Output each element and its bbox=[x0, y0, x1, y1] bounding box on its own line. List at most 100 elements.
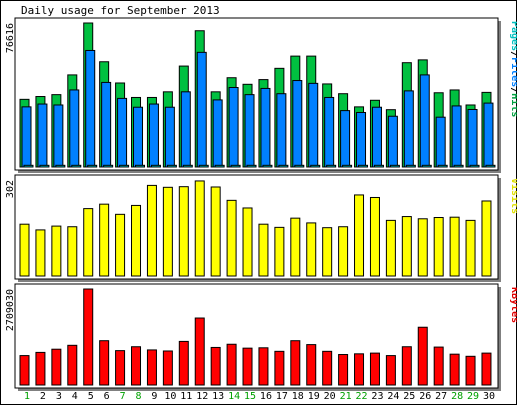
bar-pages-day-1 bbox=[23, 164, 34, 168]
bar-files-day-22 bbox=[356, 111, 367, 168]
bar-visits-day-7 bbox=[115, 213, 126, 277]
legend-visits: Visits bbox=[509, 178, 517, 214]
x-tick-label-day-2: 2 bbox=[40, 391, 46, 402]
x-tick-label-day-11: 11 bbox=[180, 391, 192, 402]
x-tick-label-day-14: 14 bbox=[228, 391, 240, 402]
x-tick-label-day-10: 10 bbox=[164, 391, 176, 402]
bar-pages-day-8 bbox=[135, 164, 146, 168]
bar-files-day-5 bbox=[85, 49, 96, 168]
bar-pages-day-5 bbox=[87, 164, 98, 168]
bar-files-day-11 bbox=[180, 91, 191, 168]
bar-files-day-8 bbox=[133, 106, 144, 168]
panel-frame bbox=[14, 283, 499, 389]
bar-pages-day-15 bbox=[246, 164, 257, 168]
x-tick-label-day-19: 19 bbox=[308, 391, 320, 402]
bar-visits-day-19 bbox=[306, 222, 317, 277]
bar-kbytes-day-12 bbox=[194, 317, 205, 386]
bar-files-day-25 bbox=[403, 90, 414, 168]
bar-kbytes-day-8 bbox=[131, 346, 142, 386]
bar-visits-day-10 bbox=[162, 186, 173, 277]
x-tick-label-day-27: 27 bbox=[435, 391, 447, 402]
bar-pages-day-7 bbox=[119, 164, 130, 168]
x-tick-label-day-15: 15 bbox=[244, 391, 256, 402]
bar-visits-day-21 bbox=[338, 226, 349, 277]
bar-kbytes-day-6 bbox=[99, 340, 110, 386]
bar-files-day-19 bbox=[308, 82, 319, 168]
bar-pages-day-27 bbox=[437, 164, 448, 168]
x-tick-label-day-16: 16 bbox=[260, 391, 272, 402]
bar-pages-day-17 bbox=[278, 164, 289, 168]
bar-files-day-3 bbox=[53, 104, 64, 168]
x-tick-label-day-18: 18 bbox=[292, 391, 304, 402]
bar-files-day-24 bbox=[387, 115, 398, 168]
bar-visits-day-12 bbox=[194, 180, 205, 277]
bar-visits-day-11 bbox=[178, 186, 189, 277]
bar-pages-day-2 bbox=[39, 164, 50, 168]
bar-visits-day-8 bbox=[131, 204, 142, 277]
bar-files-day-9 bbox=[148, 103, 159, 168]
bar-pages-day-3 bbox=[55, 164, 66, 168]
x-tick-label-day-29: 29 bbox=[467, 391, 479, 402]
bar-visits-day-15 bbox=[242, 207, 253, 277]
bar-kbytes-day-20 bbox=[322, 350, 333, 386]
bar-visits-day-20 bbox=[322, 227, 333, 277]
bar-pages-day-9 bbox=[150, 164, 161, 168]
legend-pages: Pages bbox=[509, 21, 517, 51]
bar-visits-day-28 bbox=[449, 216, 460, 277]
bar-files-day-28 bbox=[451, 105, 462, 168]
y-max-label: 76616 bbox=[5, 23, 16, 53]
x-tick-label-day-22: 22 bbox=[356, 391, 368, 402]
x-tick-label-day-6: 6 bbox=[104, 391, 110, 402]
bar-pages-day-6 bbox=[103, 164, 114, 168]
bar-pages-day-22 bbox=[358, 164, 369, 168]
legend-separator: / bbox=[509, 51, 517, 57]
bar-pages-day-14 bbox=[230, 164, 241, 168]
bar-visits-day-9 bbox=[146, 184, 157, 277]
bar-files-day-20 bbox=[324, 96, 335, 168]
bar-files-day-21 bbox=[340, 110, 351, 168]
bar-pages-day-20 bbox=[326, 164, 337, 168]
bar-visits-day-3 bbox=[51, 225, 62, 277]
bar-files-day-29 bbox=[467, 108, 478, 168]
bar-files-day-10 bbox=[164, 106, 175, 168]
bar-pages-day-10 bbox=[166, 164, 177, 168]
chart-title: Daily usage for September 2013 bbox=[21, 4, 220, 17]
bar-kbytes-day-3 bbox=[51, 348, 62, 386]
bar-pages-day-12 bbox=[198, 164, 209, 168]
bar-kbytes-day-27 bbox=[433, 346, 444, 386]
bar-files-day-23 bbox=[371, 106, 382, 168]
x-tick-label-day-30: 30 bbox=[483, 391, 495, 402]
bar-files-day-17 bbox=[276, 93, 287, 168]
bar-kbytes-day-23 bbox=[369, 352, 380, 386]
bar-kbytes-day-28 bbox=[449, 353, 460, 386]
legend-separator: / bbox=[509, 87, 517, 93]
x-tick-label-day-5: 5 bbox=[88, 391, 94, 402]
legend: Visits bbox=[509, 178, 517, 214]
bar-visits-day-26 bbox=[417, 218, 428, 277]
y-max-label: 2709030 bbox=[5, 289, 16, 331]
bar-visits-day-18 bbox=[290, 217, 301, 277]
bar-pages-day-29 bbox=[469, 164, 480, 168]
bar-kbytes-day-24 bbox=[385, 355, 396, 386]
legend-files: Files bbox=[509, 57, 517, 87]
bar-visits-day-22 bbox=[354, 194, 365, 277]
bar-kbytes-day-30 bbox=[481, 352, 492, 386]
bar-visits-day-6 bbox=[99, 203, 110, 277]
x-tick-label-day-21: 21 bbox=[340, 391, 352, 402]
bar-kbytes-day-1 bbox=[19, 355, 30, 386]
x-tick-label-day-24: 24 bbox=[387, 391, 399, 402]
bar-kbytes-day-26 bbox=[417, 326, 428, 386]
legend-kbytes: KBytes bbox=[509, 287, 517, 323]
x-tick-label-day-8: 8 bbox=[135, 391, 141, 402]
bar-visits-day-2 bbox=[35, 229, 46, 277]
bar-pages-day-28 bbox=[453, 164, 464, 168]
legend: KBytes bbox=[509, 287, 517, 323]
bar-kbytes-day-25 bbox=[401, 346, 412, 386]
bar-kbytes-day-21 bbox=[338, 354, 349, 386]
bar-files-day-18 bbox=[292, 80, 303, 168]
bar-visits-day-17 bbox=[274, 226, 285, 277]
bar-files-day-7 bbox=[117, 97, 128, 168]
bar-pages-day-19 bbox=[310, 164, 321, 168]
